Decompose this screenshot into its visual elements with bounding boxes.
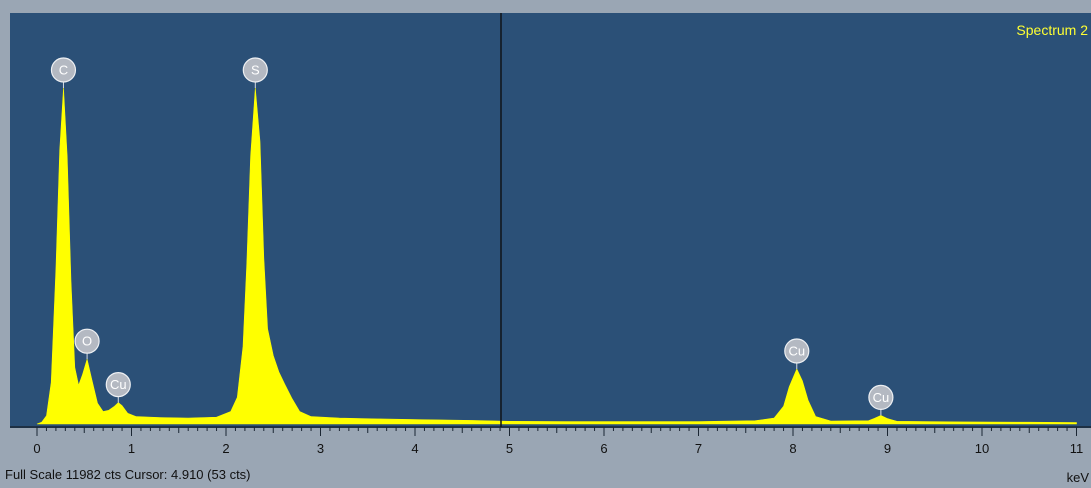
peak-marker-s-3[interactable]: S <box>242 57 268 88</box>
x-tick-label-9: 9 <box>884 441 891 456</box>
x-tick-label-8: 8 <box>789 441 796 456</box>
x-axis: 0 1 2 3 4 5 6 7 8 9 10 11 keV <box>10 426 1091 485</box>
x-tick-label-1: 1 <box>128 441 135 456</box>
x-tick-label-7: 7 <box>695 441 702 456</box>
x-tick-label-10: 10 <box>975 441 989 456</box>
peak-marker-o-1[interactable]: O <box>74 328 100 360</box>
peak-marker-cu-2[interactable]: Cu <box>105 371 131 403</box>
plot-area[interactable] <box>10 13 1091 428</box>
peak-marker-badge <box>50 57 77 83</box>
peak-label-c: C <box>59 63 68 78</box>
x-tick-label-6: 6 <box>600 441 607 456</box>
peak-marker-cu-4[interactable]: Cu <box>784 338 810 369</box>
peak-label-cu: Cu <box>873 390 890 405</box>
x-tick-label-5: 5 <box>506 441 513 456</box>
peak-label-s: S <box>251 63 260 78</box>
x-tick-label-4: 4 <box>411 441 418 456</box>
full-scale-value: 11982 cts <box>65 467 122 482</box>
cursor-counts: (53 cts) <box>207 467 251 482</box>
spectrum-title: Spectrum 2 <box>1016 22 1088 38</box>
peak-marker-cu-5[interactable]: Cu <box>868 384 894 416</box>
peak-marker-badge <box>105 371 131 398</box>
full-scale-label: Full Scale <box>5 467 63 482</box>
cursor-value: 4.910 <box>171 467 204 482</box>
spectrum-layer <box>36 87 1077 425</box>
cursor-label: Cursor: <box>124 467 168 482</box>
peak-label-o: O <box>82 334 92 349</box>
peak-marker-c-0[interactable]: C <box>50 57 77 88</box>
x-tick-label-0: 0 <box>33 441 40 456</box>
x-tick-label-11: 11 <box>1070 441 1084 456</box>
peak-marker-badge <box>868 384 894 410</box>
status-bar: Full Scale 11982 cts Cursor: 4.910 (53 c… <box>5 467 251 482</box>
x-axis-unit-label: keV <box>1067 470 1090 485</box>
peak-marker-badge <box>242 57 268 83</box>
spectrum-area <box>36 87 1077 425</box>
x-tick-label-2: 2 <box>222 441 229 456</box>
peak-marker-badge <box>784 338 810 364</box>
peak-label-cu: Cu <box>110 377 127 392</box>
x-tick-label-3: 3 <box>317 441 324 456</box>
peak-label-cu: Cu <box>788 343 805 358</box>
peak-marker-badge <box>74 328 100 354</box>
peak-markers: C O Cu S Cu Cu <box>50 57 894 416</box>
